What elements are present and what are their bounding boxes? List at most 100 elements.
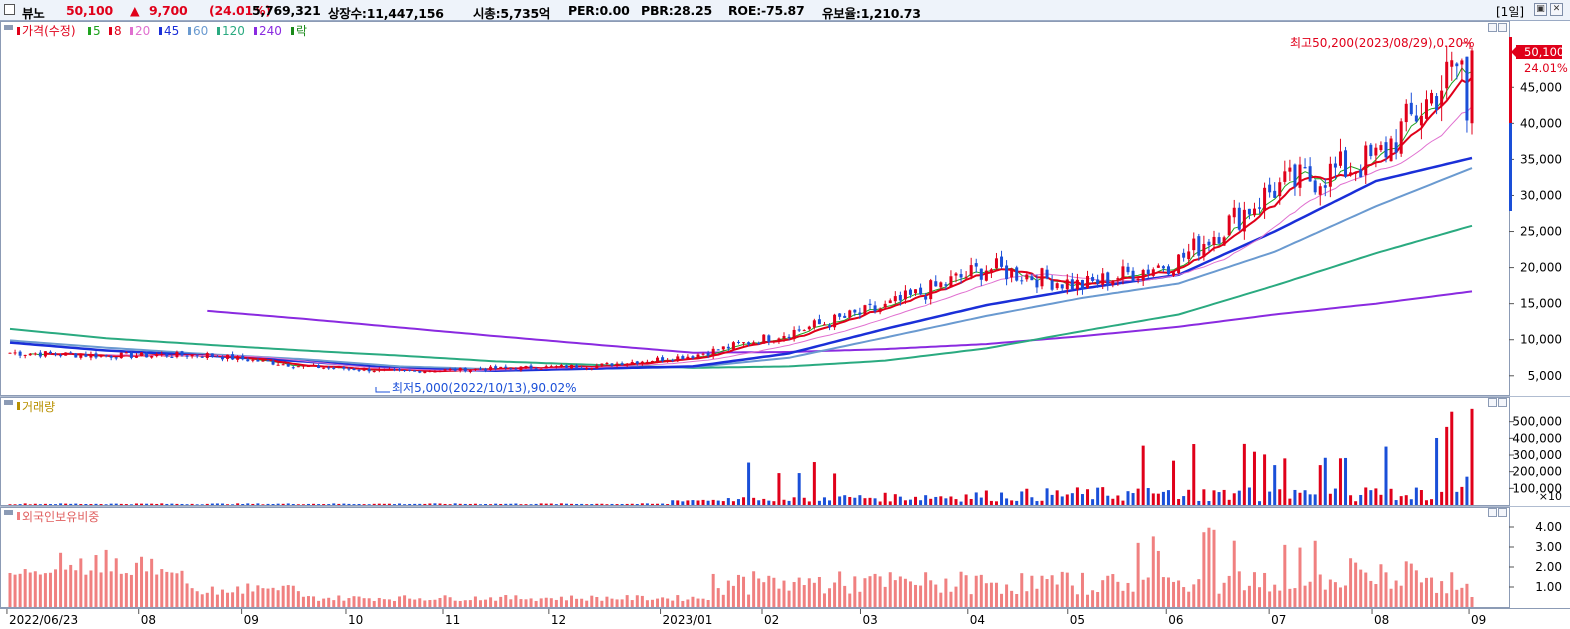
foreign-ratio-bar: [989, 582, 993, 607]
foreign-ratio-bar: [1278, 590, 1282, 607]
foreign-ratio-bar: [1323, 589, 1327, 607]
volume-bar: [1080, 494, 1084, 505]
foreign-ratio-bar: [1445, 593, 1449, 607]
candle-body: [974, 263, 978, 267]
foreign-ratio-bar: [69, 564, 73, 607]
ma-legend-swatch: [159, 27, 162, 35]
candle-body: [1222, 237, 1226, 246]
candle-body: [312, 364, 316, 366]
candle-body: [661, 357, 665, 361]
candle-body: [747, 342, 751, 345]
volume-bar: [129, 504, 133, 505]
volume-bar: [1040, 500, 1044, 505]
y-tick-label: 45,000: [1520, 80, 1562, 94]
foreign-ratio-bar: [443, 595, 447, 607]
y-tick-label: 1.00: [1535, 580, 1562, 594]
volume-bar: [762, 498, 766, 505]
foreign-ratio-bar: [767, 575, 771, 607]
volume-bar: [1075, 487, 1079, 505]
foreign-ratio-bar: [160, 569, 164, 607]
volume-bar: [1202, 489, 1206, 505]
volume-bar: [1364, 487, 1368, 505]
panel-buttons[interactable]: [1488, 23, 1507, 517]
foreign-ratio-bar: [276, 590, 280, 607]
panel-handle-icon[interactable]: [4, 25, 13, 30]
foreign-ratio-bar: [453, 600, 457, 607]
volume-bar: [1394, 500, 1398, 505]
candle-body: [757, 342, 761, 345]
panel-handle-icon[interactable]: [4, 400, 13, 405]
foreign-ratio-bar: [463, 600, 467, 607]
foreign-ratio-bar: [1212, 529, 1216, 607]
foreign-ratio-bar: [1000, 593, 1004, 607]
candle-body: [1308, 166, 1312, 182]
foreign-ratio-bar: [853, 576, 857, 607]
candle-body: [1354, 172, 1358, 174]
volume-bar: [949, 496, 953, 505]
y-tick-label: 40,000: [1520, 116, 1562, 130]
volume-bar: [484, 503, 488, 505]
window-restore-icon[interactable]: ▣: [1534, 3, 1547, 16]
x-tick-label: 03: [862, 613, 877, 627]
volume-bar: [256, 503, 260, 505]
candle-body: [28, 353, 32, 356]
foreign-ratio-bar: [1258, 587, 1262, 607]
low-annotation: 최저5,000(2022/10/13),90.02%: [392, 381, 577, 395]
candle-body: [160, 354, 164, 356]
foreign-ratio-bar: [959, 571, 963, 607]
candle-body: [286, 363, 290, 367]
period-selector[interactable]: [1일]: [1496, 5, 1525, 19]
volume-bar: [645, 503, 649, 505]
foreign-ratio-bar: [1116, 581, 1120, 607]
volume-bar: [1020, 491, 1024, 505]
candle-body: [590, 368, 594, 370]
foreign-ratio-bar: [231, 592, 235, 607]
foreign-ratio-bar: [261, 588, 265, 607]
ma-legend-label: 5: [93, 24, 101, 38]
volume-bar: [413, 503, 417, 505]
foreign-ratio-bar: [529, 598, 533, 607]
panel-handle-icon[interactable]: [4, 510, 13, 515]
foreign-ratio-bar: [903, 578, 907, 607]
volume-bar: [539, 503, 543, 505]
candle-body: [1273, 190, 1277, 198]
volume-bar: [903, 500, 907, 505]
volume-bar: [959, 501, 963, 505]
foreign-ratio-bar: [1288, 588, 1292, 607]
candle-body: [1404, 103, 1408, 123]
volume-bar: [686, 500, 690, 505]
foreign-ratio-bar: [686, 599, 690, 607]
candle-body: [853, 309, 857, 313]
volume-bar: [1106, 495, 1110, 505]
ma-legend-label: 120: [222, 24, 245, 38]
candle-body: [1232, 207, 1236, 218]
volume-bar: [833, 473, 837, 505]
foreign-ratio-bar: [1359, 569, 1363, 607]
day-range-up-bar: [1509, 37, 1512, 123]
x-tick-label: 05: [1070, 613, 1085, 627]
candle-body: [438, 370, 442, 373]
candle-body: [226, 354, 230, 359]
volume-bar: [408, 503, 412, 505]
x-tick-label: 09: [244, 613, 259, 627]
volume-bar: [155, 503, 159, 505]
candle-body: [261, 360, 265, 362]
foreign-ratio-bar: [1040, 575, 1044, 607]
volume-bar: [362, 504, 366, 505]
candle-body: [1424, 99, 1428, 119]
volume-bar: [190, 503, 194, 505]
volume-bar: [944, 498, 948, 505]
volume-bar: [1318, 465, 1322, 505]
select-checkbox[interactable]: [4, 4, 15, 15]
foreign-ratio-bar: [620, 599, 624, 607]
foreign-ratio-bar: [377, 597, 381, 607]
volume-bar: [529, 504, 533, 505]
close-icon[interactable]: ✕: [1550, 3, 1563, 16]
candle-body: [1172, 272, 1176, 276]
volume-bar: [549, 503, 553, 505]
volume-bar: [1111, 498, 1115, 505]
ma120-line: [9, 224, 1473, 369]
x-tick-label: 12: [551, 613, 566, 627]
volume-bar: [1232, 493, 1236, 505]
